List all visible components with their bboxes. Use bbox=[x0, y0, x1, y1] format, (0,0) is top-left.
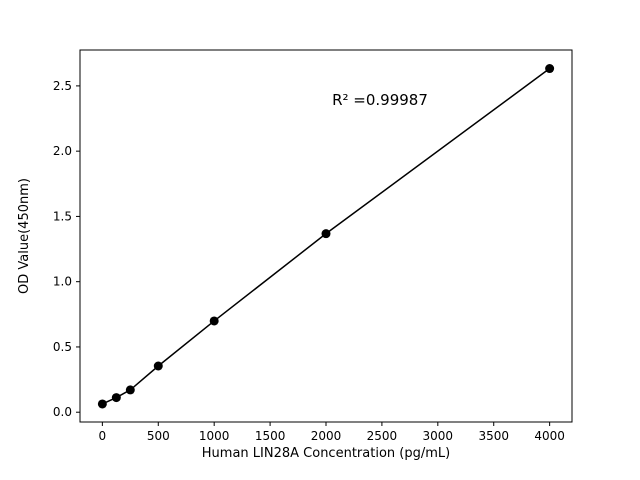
x-tick-label: 2000 bbox=[311, 429, 342, 443]
x-tick-label: 0 bbox=[99, 429, 107, 443]
data-point bbox=[321, 229, 331, 239]
x-tick-label: 1000 bbox=[199, 429, 230, 443]
x-tick-label: 3000 bbox=[423, 429, 454, 443]
x-axis-label: Human LIN28A Concentration (pg/mL) bbox=[202, 446, 450, 461]
data-point bbox=[97, 399, 107, 409]
y-axis-label: OD Value(450nm) bbox=[17, 178, 32, 294]
y-tick-label: 1.5 bbox=[53, 209, 72, 223]
x-tick-label: 2500 bbox=[367, 429, 398, 443]
x-tick-label: 1500 bbox=[255, 429, 286, 443]
y-tick-label: 0.0 bbox=[53, 405, 72, 419]
plot-area: 0 500 1000 1500 2000 2500 3000 3500 4000 0.0 0.5 1.… bbox=[53, 49, 573, 443]
y-tick-label: 0.5 bbox=[53, 340, 72, 354]
data-point bbox=[153, 361, 163, 371]
y-tick-label: 1.0 bbox=[53, 275, 72, 289]
data-point bbox=[125, 385, 135, 395]
y-tick-label: 2.5 bbox=[53, 79, 72, 93]
y-tick-label: 2.0 bbox=[53, 144, 72, 158]
data-point bbox=[545, 64, 555, 74]
x-tick-label: 4000 bbox=[534, 429, 565, 443]
x-tick-label: 3500 bbox=[478, 429, 509, 443]
data-point bbox=[111, 393, 121, 403]
r-squared-annotation: R² =0.99987 bbox=[332, 91, 428, 109]
x-tick-label: 500 bbox=[147, 429, 170, 443]
data-point bbox=[209, 316, 219, 326]
